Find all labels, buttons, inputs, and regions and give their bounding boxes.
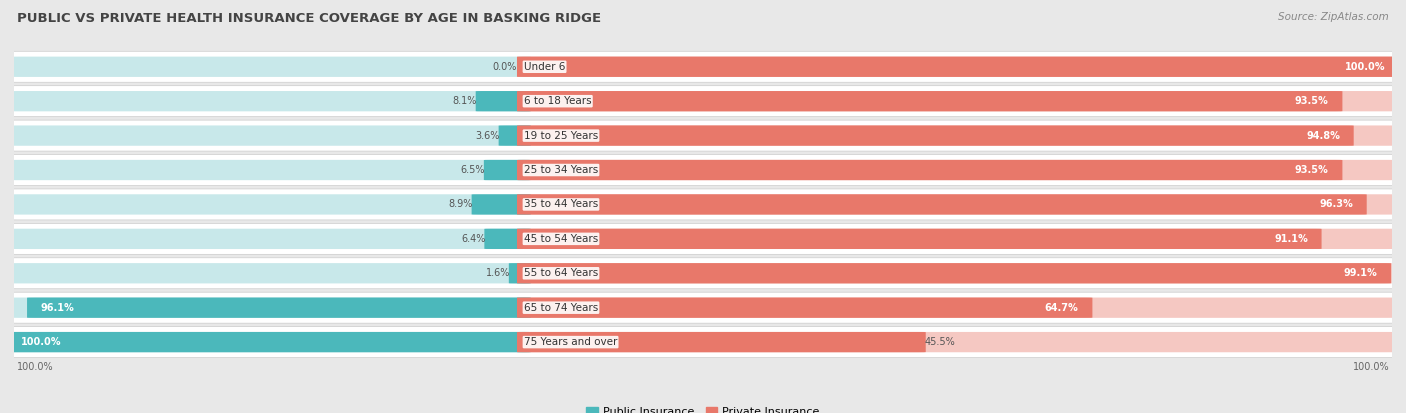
FancyBboxPatch shape: [475, 91, 531, 112]
FancyBboxPatch shape: [517, 263, 1395, 283]
FancyBboxPatch shape: [11, 297, 531, 318]
FancyBboxPatch shape: [517, 332, 925, 352]
FancyBboxPatch shape: [517, 263, 1391, 283]
FancyBboxPatch shape: [11, 160, 531, 180]
Text: 100.0%: 100.0%: [1353, 362, 1389, 372]
Text: 96.3%: 96.3%: [1319, 199, 1353, 209]
Text: 45.5%: 45.5%: [924, 337, 955, 347]
Text: 8.9%: 8.9%: [449, 199, 472, 209]
FancyBboxPatch shape: [484, 229, 531, 249]
FancyBboxPatch shape: [517, 332, 1395, 352]
Text: PUBLIC VS PRIVATE HEALTH INSURANCE COVERAGE BY AGE IN BASKING RIDGE: PUBLIC VS PRIVATE HEALTH INSURANCE COVER…: [17, 12, 600, 25]
Text: 1.6%: 1.6%: [486, 268, 510, 278]
Text: 91.1%: 91.1%: [1274, 234, 1308, 244]
Text: 6 to 18 Years: 6 to 18 Years: [524, 96, 592, 106]
Text: 100.0%: 100.0%: [21, 337, 62, 347]
FancyBboxPatch shape: [3, 120, 1403, 151]
Legend: Public Insurance, Private Insurance: Public Insurance, Private Insurance: [582, 403, 824, 413]
FancyBboxPatch shape: [517, 160, 1395, 180]
FancyBboxPatch shape: [517, 91, 1343, 112]
Text: Source: ZipAtlas.com: Source: ZipAtlas.com: [1278, 12, 1389, 22]
FancyBboxPatch shape: [517, 91, 1395, 112]
FancyBboxPatch shape: [509, 263, 531, 283]
FancyBboxPatch shape: [517, 194, 1395, 215]
FancyBboxPatch shape: [517, 297, 1395, 318]
FancyBboxPatch shape: [11, 126, 531, 146]
FancyBboxPatch shape: [471, 194, 531, 215]
Text: 0.0%: 0.0%: [492, 62, 517, 72]
FancyBboxPatch shape: [517, 229, 1322, 249]
FancyBboxPatch shape: [517, 126, 1395, 146]
Text: 25 to 34 Years: 25 to 34 Years: [524, 165, 598, 175]
FancyBboxPatch shape: [3, 258, 1403, 289]
FancyBboxPatch shape: [484, 160, 531, 180]
Text: 93.5%: 93.5%: [1295, 96, 1329, 106]
Text: 100.0%: 100.0%: [17, 362, 53, 372]
Text: 94.8%: 94.8%: [1306, 131, 1340, 140]
Text: 65 to 74 Years: 65 to 74 Years: [524, 303, 598, 313]
FancyBboxPatch shape: [517, 194, 1367, 215]
FancyBboxPatch shape: [11, 263, 531, 283]
FancyBboxPatch shape: [3, 327, 1403, 358]
FancyBboxPatch shape: [3, 223, 1403, 254]
FancyBboxPatch shape: [517, 57, 1399, 77]
Text: 100.0%: 100.0%: [1344, 62, 1385, 72]
FancyBboxPatch shape: [3, 51, 1403, 82]
FancyBboxPatch shape: [517, 160, 1343, 180]
Text: 6.4%: 6.4%: [461, 234, 485, 244]
Text: 64.7%: 64.7%: [1045, 303, 1078, 313]
Text: 19 to 25 Years: 19 to 25 Years: [524, 131, 598, 140]
FancyBboxPatch shape: [517, 229, 1395, 249]
FancyBboxPatch shape: [7, 332, 531, 352]
Text: 93.5%: 93.5%: [1295, 165, 1329, 175]
Text: 75 Years and over: 75 Years and over: [524, 337, 617, 347]
FancyBboxPatch shape: [3, 189, 1403, 220]
FancyBboxPatch shape: [11, 57, 531, 77]
FancyBboxPatch shape: [499, 126, 531, 146]
FancyBboxPatch shape: [517, 297, 1092, 318]
Text: 96.1%: 96.1%: [41, 303, 75, 313]
Text: Under 6: Under 6: [524, 62, 565, 72]
Text: 55 to 64 Years: 55 to 64 Years: [524, 268, 598, 278]
FancyBboxPatch shape: [3, 292, 1403, 323]
Text: 6.5%: 6.5%: [461, 165, 485, 175]
Text: 8.1%: 8.1%: [453, 96, 477, 106]
FancyBboxPatch shape: [27, 297, 531, 318]
FancyBboxPatch shape: [11, 91, 531, 112]
Text: 45 to 54 Years: 45 to 54 Years: [524, 234, 598, 244]
Text: 99.1%: 99.1%: [1344, 268, 1378, 278]
FancyBboxPatch shape: [517, 57, 1395, 77]
FancyBboxPatch shape: [11, 332, 531, 352]
FancyBboxPatch shape: [3, 85, 1403, 116]
Text: 35 to 44 Years: 35 to 44 Years: [524, 199, 598, 209]
Text: 3.6%: 3.6%: [475, 131, 501, 140]
FancyBboxPatch shape: [11, 194, 531, 215]
FancyBboxPatch shape: [3, 154, 1403, 185]
FancyBboxPatch shape: [11, 229, 531, 249]
FancyBboxPatch shape: [517, 126, 1354, 146]
